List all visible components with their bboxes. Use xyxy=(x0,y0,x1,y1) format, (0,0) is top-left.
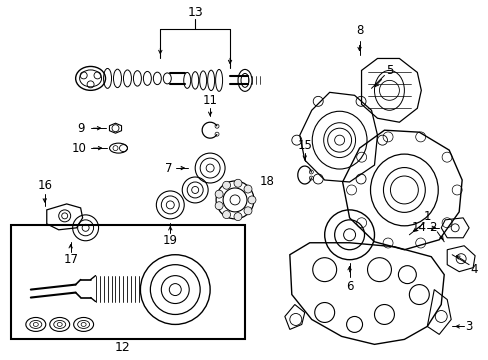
Circle shape xyxy=(234,179,242,187)
Text: 18: 18 xyxy=(259,175,274,189)
Text: 14: 14 xyxy=(411,221,426,234)
Text: 15: 15 xyxy=(297,139,311,152)
Text: 11: 11 xyxy=(202,94,217,107)
Circle shape xyxy=(215,190,223,198)
Text: 7: 7 xyxy=(164,162,172,175)
Text: 17: 17 xyxy=(64,253,79,266)
Text: 10: 10 xyxy=(71,141,86,155)
Text: 3: 3 xyxy=(465,320,472,333)
Circle shape xyxy=(244,185,251,193)
Text: 5: 5 xyxy=(385,64,392,77)
Text: 1: 1 xyxy=(423,210,430,223)
Circle shape xyxy=(222,181,230,189)
Circle shape xyxy=(247,196,255,204)
Bar xyxy=(11,225,244,339)
Circle shape xyxy=(215,202,223,210)
Circle shape xyxy=(234,213,242,221)
Text: 16: 16 xyxy=(37,180,52,193)
Text: 6: 6 xyxy=(345,280,353,293)
Text: 12: 12 xyxy=(114,341,130,354)
Circle shape xyxy=(244,207,251,215)
Text: 13: 13 xyxy=(187,6,203,19)
Text: 2: 2 xyxy=(428,221,436,234)
Text: 9: 9 xyxy=(77,122,84,135)
Text: 19: 19 xyxy=(163,234,178,247)
Text: 4: 4 xyxy=(469,263,477,276)
Text: 8: 8 xyxy=(355,24,363,37)
Circle shape xyxy=(222,211,230,219)
